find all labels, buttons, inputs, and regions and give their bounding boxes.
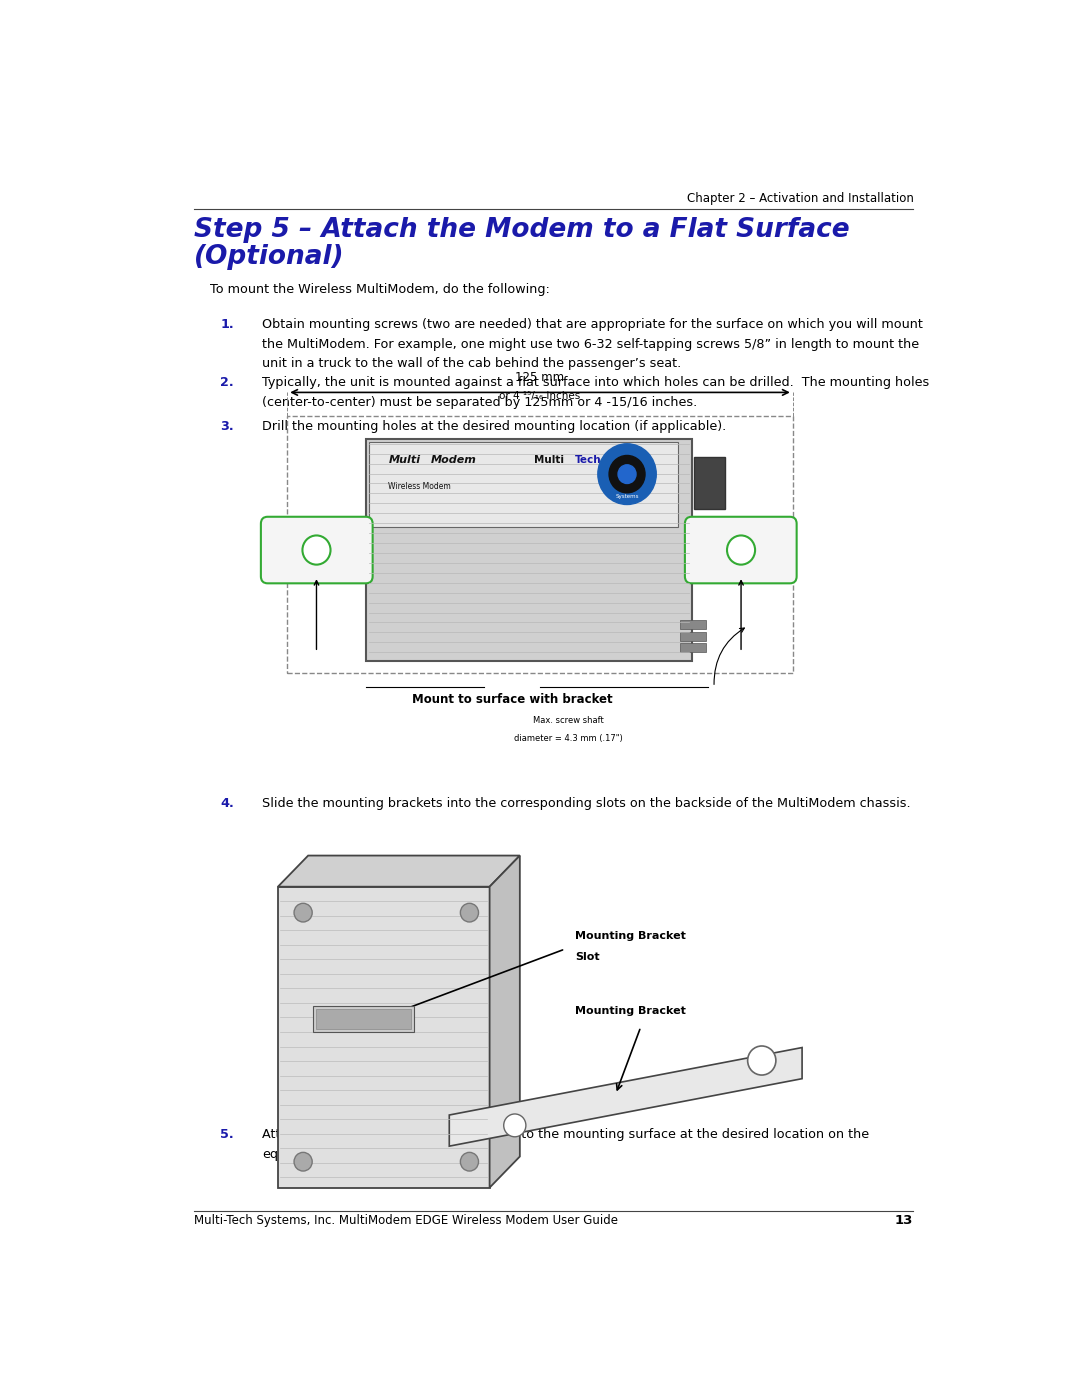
Text: (center-to-center) must be separated by 125mm or 4 -15/16 inches.: (center-to-center) must be separated by … [262,395,698,409]
Text: Chapter 2 – Activation and Installation: Chapter 2 – Activation and Installation [687,193,914,205]
FancyBboxPatch shape [261,517,373,584]
Bar [680,620,705,629]
Circle shape [503,1113,526,1137]
Circle shape [727,535,755,564]
Polygon shape [449,1048,802,1146]
Text: Systems: Systems [616,493,638,499]
Bar [368,441,677,527]
Bar [694,457,726,509]
Text: Multi: Multi [389,454,420,465]
FancyArrowPatch shape [714,629,744,685]
Bar [315,1009,411,1030]
Circle shape [598,444,657,504]
Text: Obtain mounting screws (two are needed) that are appropriate for the surface on : Obtain mounting screws (two are needed) … [262,319,923,331]
Text: Multi-Tech Systems, Inc. MultiModem EDGE Wireless Modem User Guide: Multi-Tech Systems, Inc. MultiModem EDGE… [193,1214,618,1227]
Text: 4.: 4. [220,796,233,810]
Text: Modem: Modem [431,454,476,465]
Text: Step 5 – Attach the Modem to a Flat Surface: Step 5 – Attach the Modem to a Flat Surf… [193,217,849,243]
Text: Slide the mounting brackets into the corresponding slots on the backside of the : Slide the mounting brackets into the cor… [262,796,910,810]
Text: To mount the Wireless MultiModem, do the following:: To mount the Wireless MultiModem, do the… [211,282,550,296]
Text: Drill the mounting holes at the desired mounting location (if applicable).: Drill the mounting holes at the desired … [262,420,727,433]
Text: 5.: 5. [220,1129,233,1141]
Circle shape [609,455,645,493]
Text: Attach the MultiModem with two screws to the mounting surface at the desired loc: Attach the MultiModem with two screws to… [262,1129,869,1141]
Text: Mount to surface with bracket: Mount to surface with bracket [411,693,612,705]
Circle shape [618,465,636,483]
Text: Wireless Modem: Wireless Modem [389,482,451,492]
FancyBboxPatch shape [685,517,797,584]
Text: Mounting Bracket: Mounting Bracket [576,1006,686,1017]
Text: Max. screw shaft: Max. screw shaft [532,717,604,725]
Text: Tech: Tech [575,454,602,465]
Circle shape [294,1153,312,1171]
Text: (Optional): (Optional) [193,244,345,270]
Bar [313,1006,414,1032]
Text: 1.: 1. [220,319,233,331]
Text: the MultiModem. For example, one might use two 6-32 self-tapping screws 5/8” in : the MultiModem. For example, one might u… [262,338,919,351]
Bar [680,631,705,641]
Circle shape [460,904,478,922]
Bar [680,644,705,652]
Bar [366,439,691,661]
Circle shape [294,904,312,922]
Text: equipment.: equipment. [262,1147,336,1161]
Polygon shape [278,887,489,1187]
Text: 13: 13 [895,1214,914,1227]
Text: Multi: Multi [535,454,565,465]
Text: or 4 ¹⁵/₁₆ inches: or 4 ¹⁵/₁₆ inches [499,391,581,401]
Polygon shape [278,855,519,887]
Circle shape [747,1046,775,1076]
Text: Mounting Bracket: Mounting Bracket [576,932,686,942]
Circle shape [460,1153,478,1171]
Text: diameter = 4.3 mm (.17"): diameter = 4.3 mm (.17") [514,733,622,743]
Polygon shape [489,855,519,1187]
Text: unit in a truck to the wall of the cab behind the passenger’s seat.: unit in a truck to the wall of the cab b… [262,358,681,370]
Text: 2.: 2. [220,376,233,390]
Text: 125 mm: 125 mm [515,370,565,384]
Text: Typically, the unit is mounted against a flat surface into which holes can be dr: Typically, the unit is mounted against a… [262,376,930,390]
Circle shape [302,535,330,564]
Text: 3.: 3. [220,420,233,433]
Text: Slot: Slot [576,951,599,963]
